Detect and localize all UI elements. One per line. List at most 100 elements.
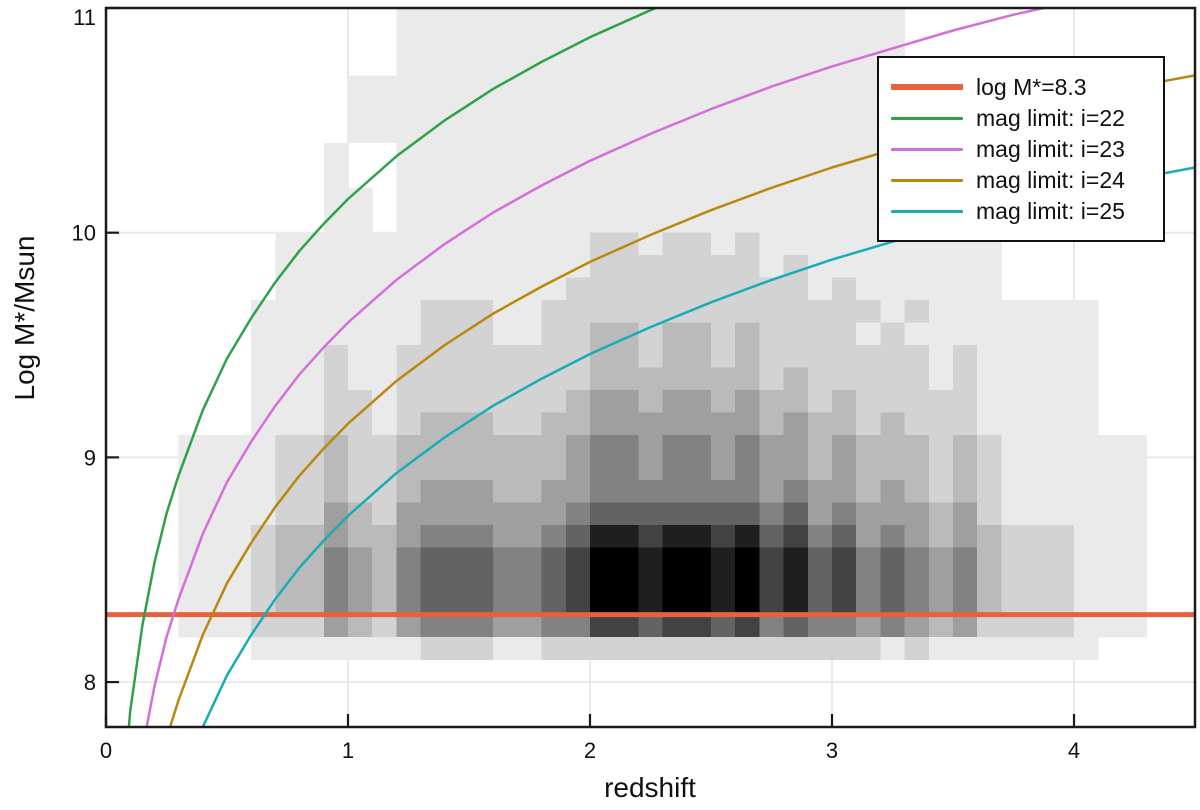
- heatmap-cell: [541, 592, 567, 616]
- heatmap-cell: [1049, 300, 1075, 323]
- heatmap-cell: [1098, 569, 1123, 593]
- heatmap-cell: [372, 614, 397, 638]
- heatmap-cell: [735, 457, 760, 481]
- heatmap-cell: [832, 547, 857, 571]
- heatmap-cell: [662, 457, 688, 481]
- heatmap-cell: [590, 97, 615, 121]
- y-tick-label-10: 10: [72, 221, 96, 246]
- heatmap-cell: [1025, 524, 1051, 548]
- heatmap-cell: [735, 524, 760, 548]
- heatmap-cell: [396, 637, 421, 660]
- heatmap-cell: [832, 637, 857, 660]
- heatmap-cell: [856, 210, 881, 234]
- heatmap-cell: [783, 300, 809, 323]
- heatmap-cell: [372, 232, 397, 256]
- heatmap-cell: [977, 592, 1002, 616]
- heatmap-cell: [904, 457, 930, 481]
- heatmap-cell: [856, 8, 881, 31]
- heatmap-cell: [469, 187, 494, 211]
- heatmap-cell: [735, 547, 760, 571]
- heatmap-cell: [396, 300, 421, 323]
- heatmap-cell: [469, 614, 494, 638]
- heatmap-cell: [493, 367, 518, 391]
- heatmap-cell: [928, 322, 954, 346]
- heatmap-cell: [227, 524, 252, 548]
- heatmap-cell: [662, 434, 688, 458]
- heatmap-cell: [372, 367, 397, 391]
- heatmap-cell: [590, 412, 615, 436]
- heatmap-cell: [953, 434, 978, 458]
- heatmap-cell: [807, 457, 833, 481]
- heatmap-cell: [541, 75, 567, 99]
- heatmap-cell: [711, 322, 736, 346]
- heatmap-cell: [614, 367, 639, 391]
- heatmap-cell: [856, 300, 881, 323]
- heatmap-cell: [977, 367, 1002, 391]
- heatmap-cell: [977, 322, 1002, 346]
- heatmap-cell: [444, 614, 470, 638]
- legend-item-i24: mag limit: i=24: [891, 165, 1163, 196]
- heatmap-cell: [832, 255, 857, 279]
- heatmap-cell: [977, 457, 1002, 481]
- heatmap-cell: [977, 479, 1002, 503]
- heatmap-cell: [953, 524, 978, 548]
- heatmap-cell: [420, 165, 446, 189]
- y-axis-title: Log M*/Msun: [9, 236, 40, 401]
- heatmap-cell: [807, 277, 833, 301]
- heatmap-cell: [323, 345, 349, 368]
- heatmap-cell: [638, 479, 663, 503]
- heatmap-cell: [953, 367, 978, 391]
- heatmap-cell: [928, 457, 954, 481]
- legend-item-i22: mag limit: i=22: [891, 103, 1163, 134]
- heatmap-cell: [832, 434, 857, 458]
- heatmap-cell: [493, 210, 518, 234]
- heatmap-cell: [614, 592, 639, 616]
- heatmap-cell: [565, 165, 591, 189]
- heatmap-cell: [396, 232, 421, 256]
- heatmap-cell: [227, 502, 252, 526]
- heatmap-cell: [565, 434, 591, 458]
- heatmap-cell: [396, 165, 421, 189]
- heatmap-cell: [880, 322, 905, 346]
- heatmap-cell: [735, 52, 760, 76]
- heatmap-cell: [662, 412, 688, 436]
- heatmap-cell: [928, 479, 954, 503]
- heatmap-cell: [348, 592, 373, 616]
- heatmap-cell: [202, 569, 228, 593]
- heatmap-cell: [565, 120, 591, 144]
- heatmap-cell: [493, 502, 518, 526]
- heatmap-cell: [251, 345, 276, 368]
- heatmap-cell: [493, 457, 518, 481]
- heatmap-cell: [783, 232, 809, 256]
- heatmap-cell: [1049, 524, 1075, 548]
- heatmap-cell: [1049, 434, 1075, 458]
- heatmap-cell: [541, 412, 567, 436]
- heatmap-cell: [299, 479, 325, 503]
- heatmap-cell: [372, 479, 397, 503]
- heatmap-cell: [1074, 569, 1099, 593]
- heatmap-cell: [614, 524, 639, 548]
- heatmap-cell: [444, 30, 470, 54]
- heatmap-cell: [1049, 479, 1075, 503]
- heatmap-cell: [662, 524, 688, 548]
- heatmap-cell: [227, 614, 252, 638]
- heatmap-cell: [783, 30, 809, 54]
- heatmap-cell: [565, 592, 591, 616]
- heatmap-cell: [904, 547, 930, 571]
- x-axis-title: redshift: [604, 772, 696, 803]
- heatmap-cell: [493, 30, 518, 54]
- heatmap-cell: [662, 187, 688, 211]
- heatmap-cell: [711, 30, 736, 54]
- heatmap-cell: [1001, 457, 1026, 481]
- heatmap-cell: [735, 255, 760, 279]
- heatmap-cell: [614, 569, 639, 593]
- heatmap-cell: [469, 255, 494, 279]
- axes: [104, 6, 1197, 729]
- legend-label: mag limit: i=24: [976, 166, 1125, 193]
- heatmap-cell: [420, 569, 446, 593]
- heatmap-cell: [638, 187, 663, 211]
- heatmap-cell: [686, 434, 712, 458]
- heatmap-cell: [444, 345, 470, 368]
- heatmap-cell: [1001, 300, 1026, 323]
- heatmap-cell: [517, 524, 542, 548]
